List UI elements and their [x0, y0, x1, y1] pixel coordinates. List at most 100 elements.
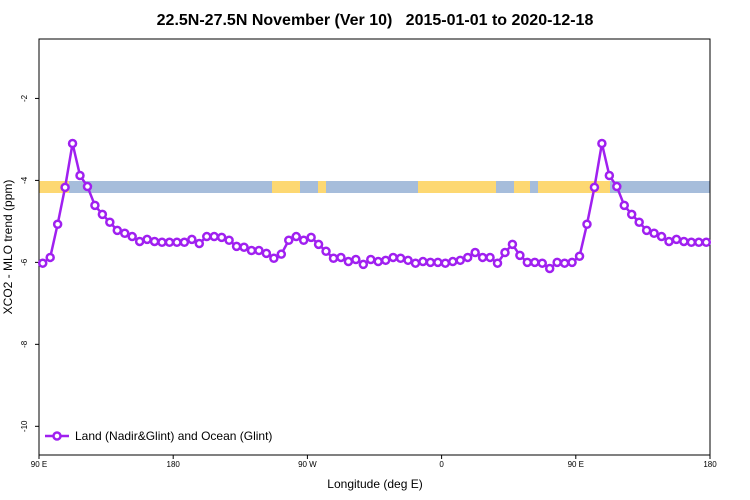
data-point [366, 254, 376, 265]
data-point [440, 258, 451, 268]
data-point [448, 256, 458, 267]
data-point [269, 253, 279, 264]
data-point [679, 236, 689, 247]
data-point [231, 241, 242, 252]
data-point [559, 258, 570, 268]
data-point [179, 237, 190, 248]
data-point [470, 247, 480, 258]
data-point [604, 170, 615, 181]
data-point [574, 251, 585, 261]
data-point [105, 217, 115, 227]
data-point [45, 252, 55, 263]
data-point [112, 225, 123, 236]
data-point [597, 138, 607, 149]
data-point [134, 236, 145, 247]
data-point [410, 258, 421, 268]
data-point [462, 252, 473, 263]
data-point [157, 237, 167, 248]
data-point [656, 231, 667, 242]
data-point [261, 248, 272, 259]
data-point [671, 234, 682, 245]
y-tick-label: -2 [20, 94, 29, 102]
data-point [589, 182, 600, 193]
data-point [246, 245, 257, 256]
data-point [373, 256, 383, 267]
data-point [649, 228, 659, 239]
data-point [358, 259, 369, 270]
data-point [552, 257, 562, 268]
x-tick-label: 90 W [298, 460, 317, 469]
data-point [507, 239, 518, 250]
data-point [291, 231, 301, 242]
data-point [477, 252, 488, 263]
data-point [403, 255, 413, 266]
data-point [634, 217, 644, 227]
y-tick-label: -8 [20, 340, 29, 348]
data-point [626, 209, 637, 220]
y-tick-label: -4 [20, 176, 29, 184]
land-ocean-band [39, 181, 710, 193]
data-point [37, 258, 48, 268]
data-point [343, 256, 354, 267]
plot-frame [38, 38, 711, 456]
data-point [172, 237, 182, 248]
data-point [276, 249, 287, 259]
data-point [298, 235, 309, 245]
x-tick-label: 90 E [568, 460, 584, 469]
data-point [619, 200, 630, 211]
x-axis-label: Longitude (deg E) [327, 477, 422, 491]
data-point [187, 234, 197, 245]
y-tick-label: -6 [20, 258, 29, 266]
data-point [388, 252, 398, 263]
data-point [60, 182, 70, 193]
legend-label: Land (Nadir&Glint) and Ocean (Glint) [75, 429, 272, 443]
data-point [313, 239, 324, 250]
data-point [425, 257, 436, 268]
data-point [209, 231, 219, 242]
data-point [567, 257, 577, 268]
data-point [306, 232, 316, 243]
data-point [52, 219, 63, 230]
data-point [492, 258, 503, 268]
data-point [142, 234, 152, 245]
y-tick-label: -10 [20, 420, 29, 432]
x-tick-label: 0 [439, 460, 444, 469]
data-point [418, 256, 428, 267]
data-point [321, 246, 331, 257]
data-point [119, 228, 130, 239]
data-point [351, 254, 361, 265]
data-point [284, 235, 294, 245]
data-point [82, 181, 93, 192]
data-point [686, 237, 697, 248]
data-point [612, 181, 622, 192]
data-point [239, 242, 249, 252]
legend-marker [52, 431, 62, 441]
data-point [522, 257, 533, 268]
data-point [224, 235, 234, 245]
data-point [90, 200, 100, 211]
y-axis-label: XCO2 - MLO trend (ppm) [1, 180, 15, 315]
data-point [164, 237, 175, 248]
data-point [701, 237, 712, 248]
data-point [530, 257, 540, 268]
data-point [75, 170, 85, 181]
data-point [455, 255, 465, 266]
data-point [515, 250, 525, 261]
chart-title: 22.5N-27.5N November (Ver 10) 2015-01-01… [157, 12, 594, 29]
data-point [202, 231, 212, 242]
data-point [544, 263, 555, 274]
data-point [395, 253, 406, 264]
data-point [500, 247, 510, 258]
data-point [582, 219, 592, 230]
data-point [254, 245, 264, 256]
data-point [194, 238, 205, 249]
data-point [216, 232, 227, 243]
data-point [149, 236, 160, 247]
series-line [41, 143, 707, 271]
data-point [328, 253, 339, 264]
data-point [664, 236, 674, 247]
data-point [485, 252, 495, 263]
data-point [127, 231, 137, 242]
data-point [67, 138, 78, 149]
